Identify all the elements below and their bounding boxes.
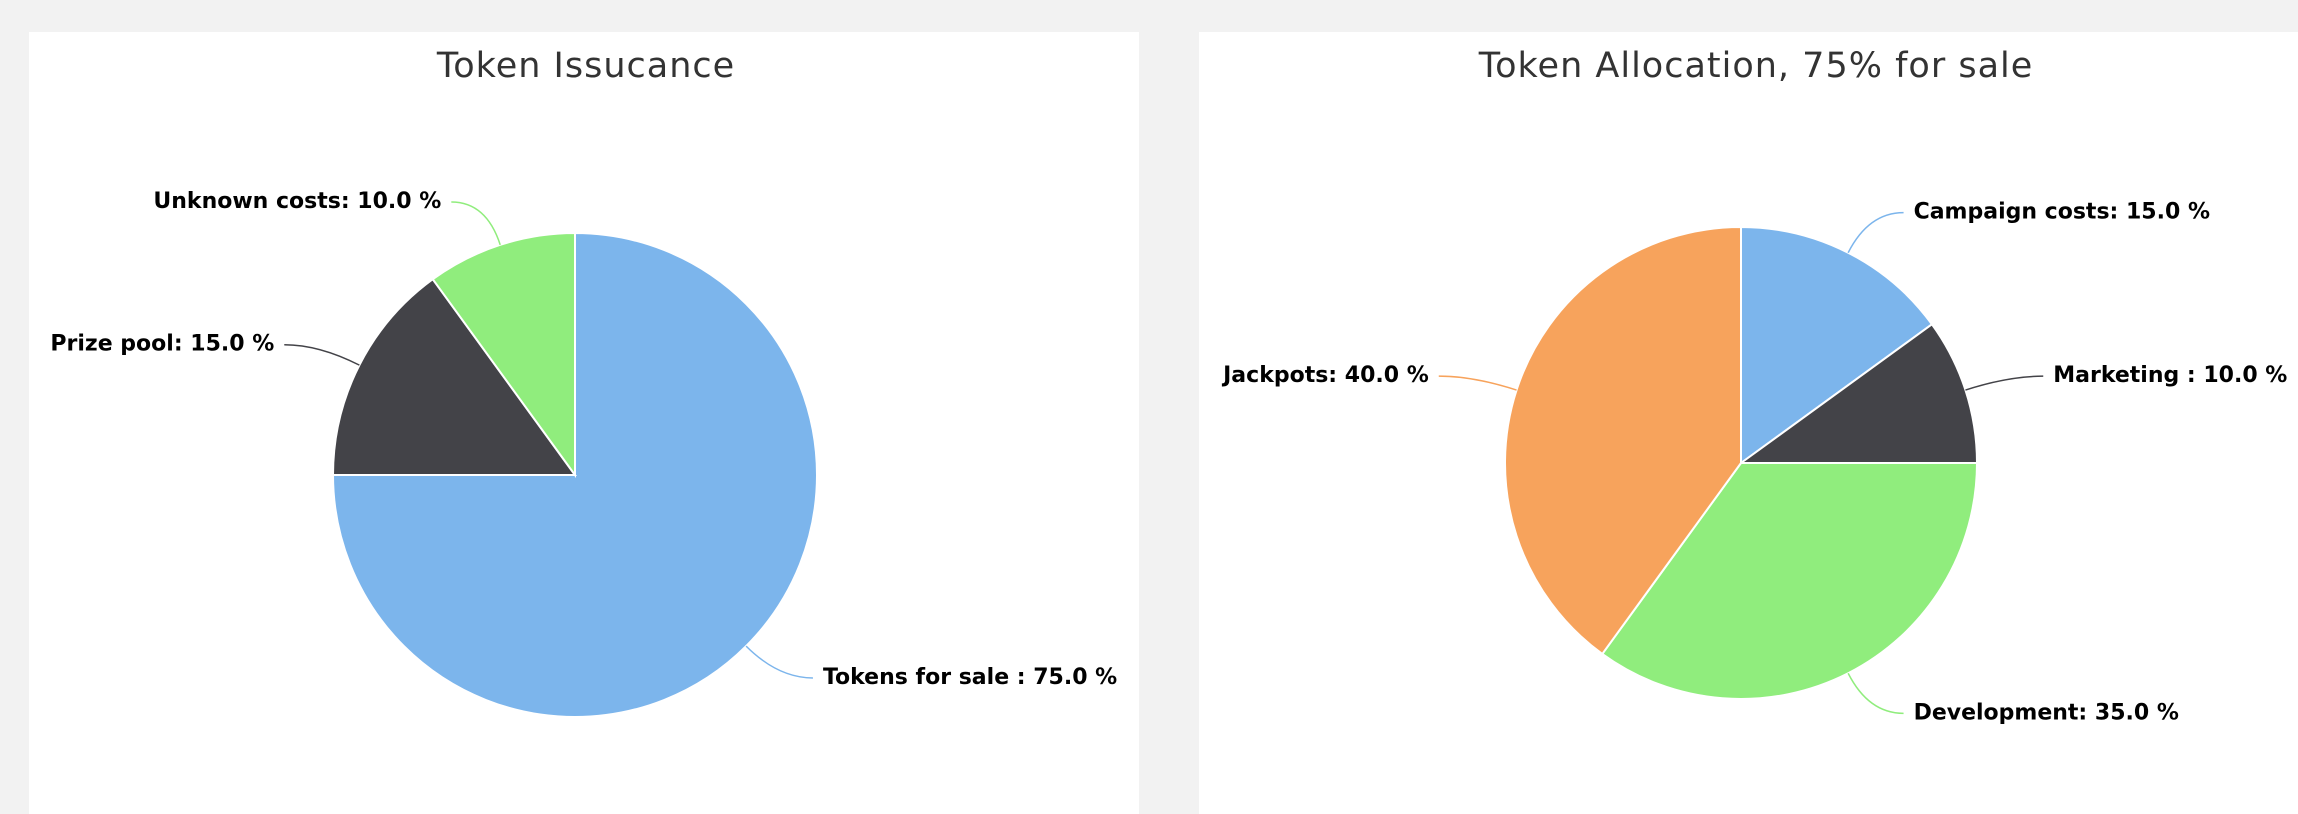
chart-title: Token Issucance <box>436 46 735 86</box>
pie-slice <box>431 231 576 479</box>
connector <box>1847 211 1904 254</box>
data-label: Prize pool: 15.0 % <box>50 332 274 357</box>
pie-slice <box>1504 225 1742 656</box>
connector <box>1965 375 2044 391</box>
pie-slice <box>1600 462 1979 700</box>
data-label: Unknown costs: 10.0 % <box>153 189 441 214</box>
pie-slice <box>331 277 577 476</box>
data-label: Development: 35.0 % <box>1914 700 2179 725</box>
data-label: Jackpots: 40.0 % <box>1221 363 1429 388</box>
connector <box>451 201 501 246</box>
connector <box>1847 672 1904 715</box>
connector <box>284 343 360 366</box>
data-label: Marketing : 10.0 % <box>2053 363 2287 388</box>
data-label: Campaign costs: 15.0 % <box>1914 200 2210 225</box>
data-label: Tokens for sale : 75.0 % <box>823 665 1117 690</box>
connector <box>1438 375 1517 391</box>
chart-title: Token Allocation, 75% for sale <box>1478 46 2034 86</box>
connector <box>745 645 813 679</box>
